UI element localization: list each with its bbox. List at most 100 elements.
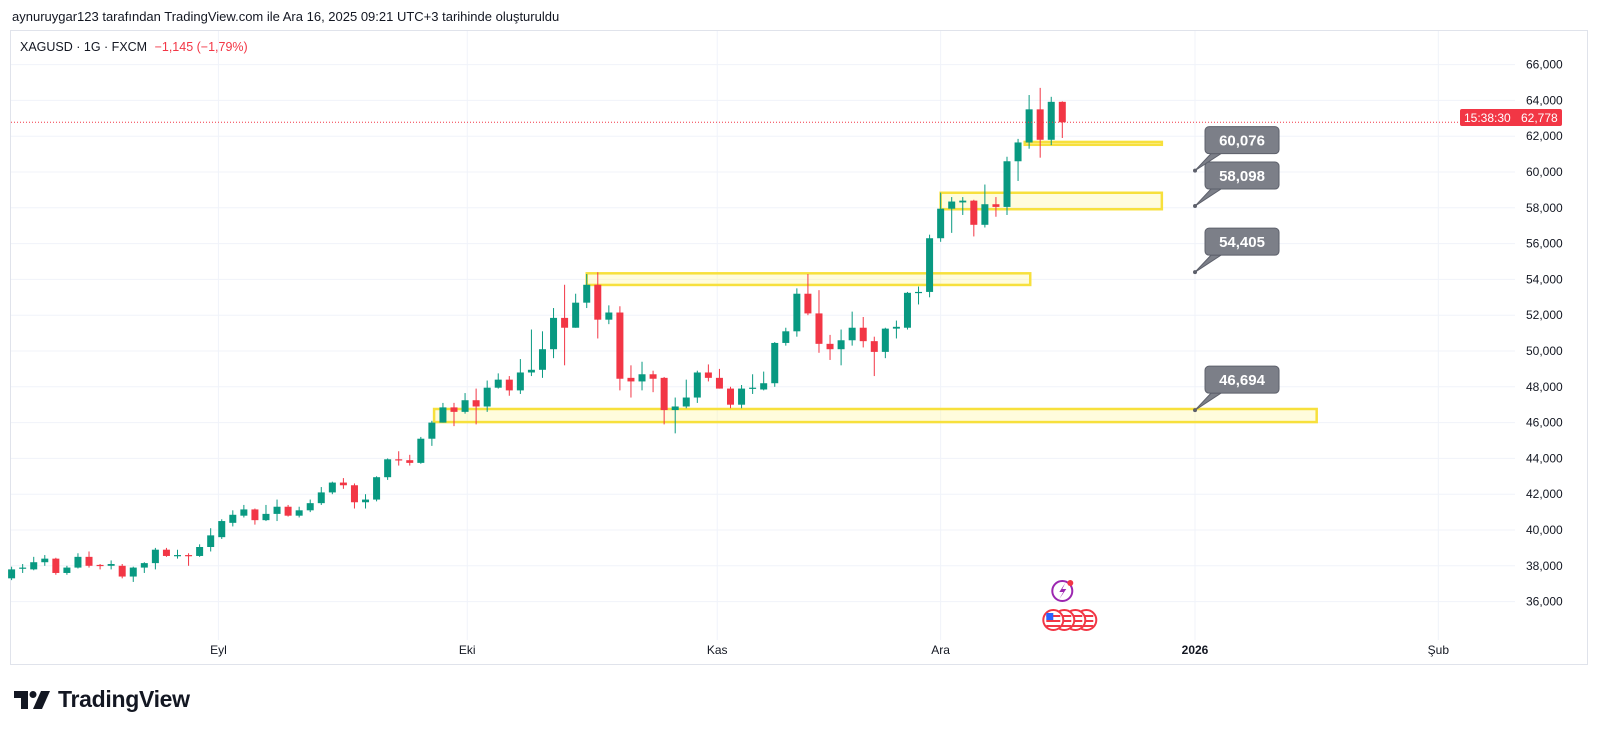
price-callouts: 60,076 58,098 54,405 46,694	[1193, 126, 1280, 413]
candle-body	[262, 513, 270, 521]
candle-body	[660, 377, 668, 411]
bar-countdown: 15:38:30	[1464, 111, 1511, 125]
candle-body	[627, 377, 635, 382]
y-tick-label: 36,000	[1526, 595, 1563, 609]
candle-body	[527, 369, 535, 373]
candle-body	[704, 372, 712, 378]
candle-body	[472, 400, 480, 407]
candle-body	[550, 317, 558, 350]
candle-body	[903, 292, 911, 328]
candle-body	[395, 459, 403, 461]
symbol-legend[interactable]: XAGUSD · 1G · FXCM −1,145 (−1,79%)	[20, 40, 248, 54]
candle-body	[63, 567, 71, 573]
candle-body	[85, 556, 93, 566]
y-tick-label: 60,000	[1526, 165, 1563, 179]
flag-stripe	[1079, 620, 1094, 622]
candle-body	[782, 331, 790, 343]
x-tick-label: 2026	[1182, 643, 1209, 657]
time-axis: Eyl Eki Kas Ara 2026 Şub	[210, 643, 1449, 657]
y-tick-label: 64,000	[1526, 93, 1563, 107]
candle-body	[406, 460, 414, 463]
callout-pointer	[1194, 254, 1223, 273]
candle-body	[505, 379, 513, 391]
candle-body	[915, 291, 923, 294]
candle-body	[439, 407, 447, 423]
x-tick-label: Eki	[459, 643, 476, 657]
candle-body	[185, 555, 193, 557]
callout-anchor-dot	[1193, 204, 1198, 209]
tradingview-logo[interactable]: TradingView	[14, 686, 190, 713]
candle-body	[804, 293, 812, 314]
flag-stripe	[1068, 615, 1083, 617]
callout-label: 60,076	[1219, 133, 1265, 150]
flag-stripe	[1079, 615, 1094, 617]
y-tick-label: 56,000	[1526, 237, 1563, 251]
y-tick-label: 50,000	[1526, 344, 1563, 358]
callout-box	[1204, 126, 1280, 155]
candle-body	[892, 326, 900, 329]
flag-stripe	[1079, 625, 1094, 627]
price-axis: 66,000 64,000 62,000 60,000 58,000 56,000 54,0…	[1526, 58, 1563, 609]
candle-body	[1036, 109, 1044, 140]
flag-stripe	[1046, 625, 1061, 627]
flag-stripe	[1046, 620, 1061, 622]
flag-stripe	[1057, 620, 1072, 622]
candle-body	[638, 374, 646, 382]
candle-body	[362, 499, 370, 503]
candle-body	[350, 485, 358, 503]
candle-body	[284, 506, 292, 516]
candle-body	[162, 549, 170, 556]
candle-body	[749, 387, 757, 389]
callout-box	[1204, 365, 1280, 394]
candle-body	[959, 200, 967, 203]
candle-body	[96, 564, 104, 567]
candle-body	[715, 377, 723, 389]
symbol-label: XAGUSD · 1G · FXCM	[20, 40, 148, 54]
candle-body	[594, 284, 602, 320]
candle-body	[771, 342, 779, 384]
candle-body	[992, 204, 1000, 207]
notification-dot-icon	[1067, 580, 1074, 586]
flag-stripe	[1068, 625, 1083, 627]
price-change: −1,145 (−1,79%)	[154, 40, 248, 54]
candles	[8, 87, 1066, 582]
candle-body	[760, 383, 768, 390]
candle-body	[738, 388, 746, 405]
candle-body	[306, 503, 314, 511]
candle-body	[428, 422, 436, 439]
candle-body	[937, 208, 945, 239]
flag-stripe	[1068, 620, 1083, 622]
event-markers	[1042, 580, 1098, 631]
candle-body	[848, 327, 856, 341]
callout-label: 46,694	[1219, 372, 1266, 389]
candle-body	[649, 374, 657, 379]
candle-body	[373, 477, 381, 500]
candle-body	[1014, 142, 1022, 162]
candle-body	[538, 349, 546, 370]
candle-body	[129, 567, 137, 577]
candle-body	[41, 558, 49, 563]
candle-body	[693, 372, 701, 398]
x-tick-label: Eyl	[210, 643, 227, 657]
candle-body	[881, 328, 889, 352]
candle-body	[218, 521, 226, 538]
brand-name: TradingView	[58, 686, 190, 712]
chart-frame[interactable]	[10, 30, 1588, 665]
candle-body	[561, 317, 569, 328]
last-price-badge	[1460, 109, 1562, 126]
callout-anchor-dot	[1193, 408, 1198, 413]
y-tick-label: 46,000	[1526, 416, 1563, 430]
zone-rectangles	[432, 140, 1318, 424]
candle-body	[196, 547, 204, 556]
candle-body	[328, 482, 336, 493]
y-tick-label: 66,000	[1526, 58, 1563, 72]
candle-body	[339, 482, 347, 486]
candle-body	[229, 514, 237, 523]
candle-body	[870, 341, 878, 352]
callout-pointer	[1194, 392, 1223, 411]
y-tick-label: 44,000	[1526, 451, 1563, 465]
candle-body	[1047, 101, 1055, 140]
candle-body	[1025, 109, 1033, 143]
candle-body	[682, 397, 690, 407]
